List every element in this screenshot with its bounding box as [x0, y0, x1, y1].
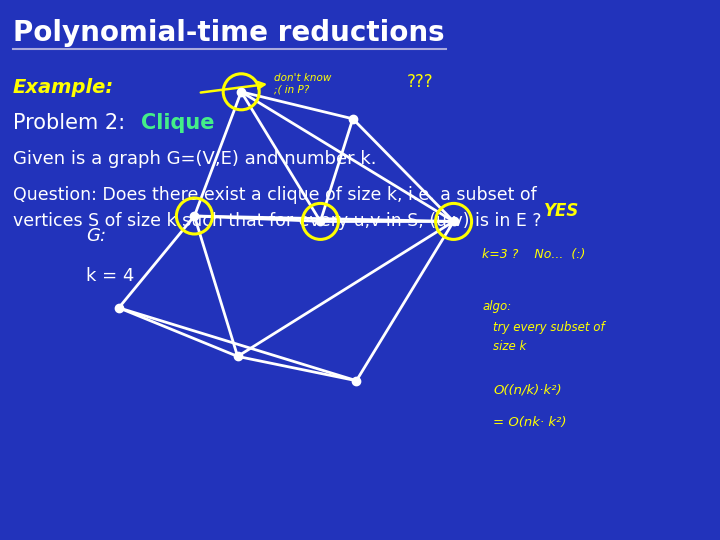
Text: ???: ??? [407, 73, 433, 91]
Text: Clique: Clique [141, 113, 215, 133]
Text: Example:: Example: [13, 78, 114, 97]
Text: Polynomial-time reductions: Polynomial-time reductions [13, 19, 444, 47]
Text: Question: Does there exist a clique of size k, i.e. a subset of
vertices S of si: Question: Does there exist a clique of s… [13, 186, 541, 230]
Text: algo:: algo: [482, 300, 512, 313]
Text: try every subset of: try every subset of [493, 321, 605, 334]
Text: Problem 2:: Problem 2: [13, 113, 132, 133]
Text: k=3 ?    No...  (:): k=3 ? No... (:) [482, 248, 586, 261]
Text: size k: size k [493, 340, 526, 353]
Text: G:: G: [86, 227, 107, 245]
Text: don't know
;( in P?: don't know ;( in P? [274, 73, 331, 94]
Text: O((n/k)·k²): O((n/k)·k²) [493, 383, 562, 396]
Text: Given is a graph G=(V,E) and number k.: Given is a graph G=(V,E) and number k. [13, 150, 377, 168]
Text: k = 4: k = 4 [86, 267, 135, 285]
Text: = O(nk· k²): = O(nk· k²) [493, 416, 567, 429]
Text: YES: YES [544, 202, 579, 220]
